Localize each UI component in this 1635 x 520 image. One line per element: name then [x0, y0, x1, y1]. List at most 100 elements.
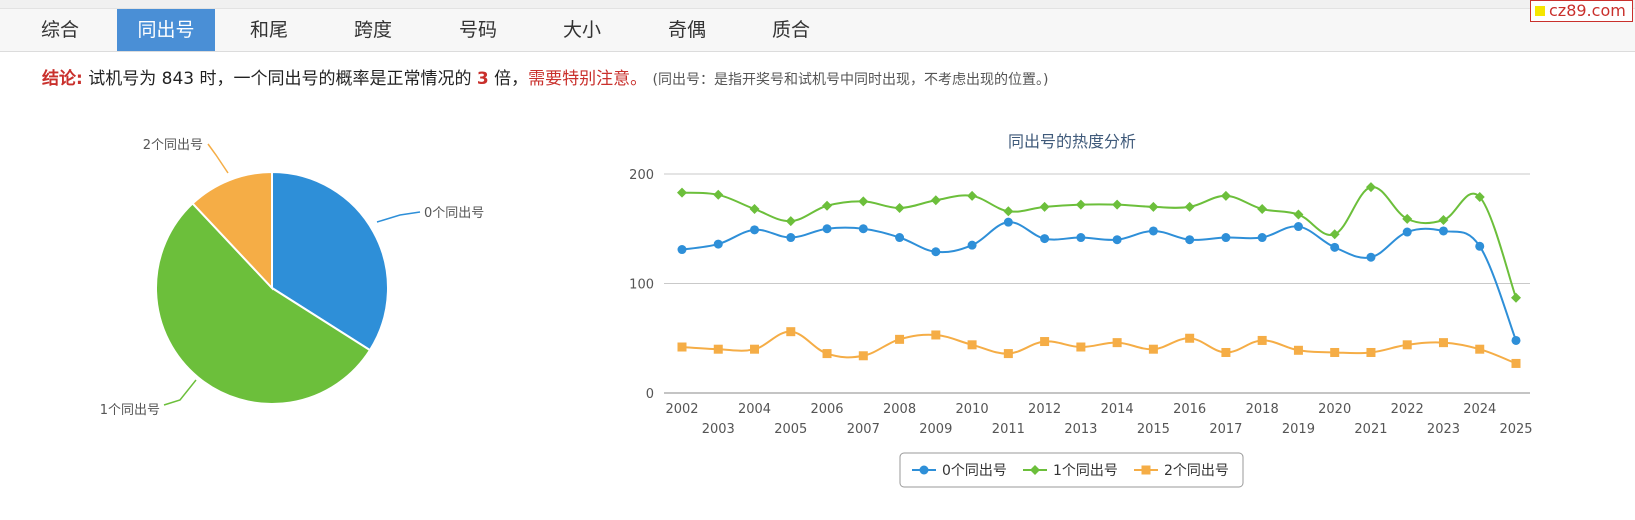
x-tick-label: 2015 [1137, 422, 1170, 437]
data-point-one[interactable] [1257, 204, 1268, 215]
data-point-two[interactable] [677, 342, 687, 352]
data-point-two[interactable] [1257, 335, 1267, 345]
data-point-two[interactable] [931, 330, 941, 340]
data-point-two[interactable] [1475, 344, 1485, 354]
data-point-zero[interactable] [822, 224, 832, 234]
tab-hewei[interactable]: 和尾 [249, 19, 288, 41]
tab-daxiao[interactable]: 大小 [562, 19, 601, 41]
data-point-zero[interactable] [1366, 252, 1376, 262]
x-tick-label: 2021 [1354, 422, 1387, 437]
x-tick-label: 2022 [1391, 402, 1424, 417]
legend-swatch-marker[interactable] [1141, 465, 1151, 475]
data-point-two[interactable] [1438, 338, 1448, 348]
data-point-one[interactable] [1438, 214, 1449, 225]
legend-swatch-marker[interactable] [919, 465, 929, 475]
data-point-zero[interactable] [1003, 217, 1013, 227]
data-point-one[interactable] [822, 200, 833, 211]
data-point-two[interactable] [822, 349, 832, 359]
tab-jiou[interactable]: 奇偶 [667, 19, 706, 41]
data-point-one[interactable] [1075, 199, 1086, 210]
data-point-two[interactable] [750, 344, 760, 354]
data-point-two[interactable] [967, 340, 977, 350]
data-point-one[interactable] [785, 216, 796, 227]
data-point-one[interactable] [1511, 292, 1521, 303]
data-point-zero[interactable] [1330, 242, 1340, 252]
data-point-one[interactable] [1220, 190, 1231, 201]
pie-chart: 0个同出号 1个同出号 2个同出号 [100, 138, 485, 418]
data-point-one[interactable] [749, 204, 760, 215]
x-tick-label: 2006 [810, 402, 843, 417]
data-point-two[interactable] [1112, 338, 1122, 348]
pie-label-one: 1个同出号 [100, 403, 160, 418]
x-tick-label: 2020 [1318, 402, 1351, 417]
x-tick-label: 2007 [847, 422, 880, 437]
pie-slice-two[interactable] [191, 170, 273, 291]
conclusion-label: 结论: [42, 69, 83, 89]
tab-zonghe[interactable]: 综合 [40, 19, 79, 41]
legend-item-zero[interactable]: 0个同出号 [912, 463, 1007, 479]
x-tick-label: 2014 [1101, 402, 1134, 417]
data-point-zero[interactable] [858, 224, 868, 234]
data-point-zero[interactable] [1040, 234, 1050, 244]
data-point-zero[interactable] [786, 233, 796, 243]
data-point-one[interactable] [1293, 209, 1304, 220]
tab-tongchuhao[interactable]: 同出号 [117, 9, 215, 51]
data-point-two[interactable] [1185, 333, 1195, 343]
data-point-two[interactable] [1366, 347, 1376, 357]
data-point-two[interactable] [1148, 344, 1158, 354]
data-point-zero[interactable] [1475, 241, 1485, 251]
data-point-one[interactable] [1112, 199, 1123, 210]
data-point-zero[interactable] [1438, 226, 1448, 236]
data-point-two[interactable] [713, 344, 723, 354]
data-point-two[interactable] [1076, 342, 1086, 352]
data-point-two[interactable] [1040, 337, 1050, 347]
data-point-two[interactable] [1511, 358, 1521, 368]
data-point-zero[interactable] [677, 245, 687, 255]
data-point-two[interactable] [1402, 340, 1412, 350]
data-point-zero[interactable] [750, 225, 760, 235]
data-point-one[interactable] [1329, 229, 1340, 240]
legend-swatch-marker[interactable] [1030, 465, 1040, 475]
data-point-zero[interactable] [1293, 222, 1303, 232]
x-tick-label: 2025 [1499, 422, 1532, 437]
data-point-zero[interactable] [967, 240, 977, 250]
data-point-one[interactable] [677, 187, 687, 198]
data-point-two[interactable] [1293, 345, 1303, 355]
data-point-zero[interactable] [1076, 233, 1086, 243]
data-point-zero[interactable] [1148, 226, 1158, 236]
data-point-zero[interactable] [1112, 235, 1122, 245]
data-point-one[interactable] [1003, 206, 1014, 217]
data-point-zero[interactable] [713, 239, 723, 249]
data-point-one[interactable] [930, 195, 941, 206]
tab-haoma[interactable]: 号码 [458, 19, 497, 41]
data-point-one[interactable] [1365, 182, 1376, 193]
site-logo[interactable]: cz89.com [1530, 0, 1633, 22]
data-point-one[interactable] [1184, 201, 1195, 212]
data-point-one[interactable] [858, 196, 869, 207]
data-point-one[interactable] [1402, 213, 1413, 224]
data-point-zero[interactable] [1402, 227, 1412, 237]
data-point-two[interactable] [786, 327, 796, 337]
data-point-two[interactable] [1003, 349, 1013, 359]
data-point-zero[interactable] [1185, 235, 1195, 245]
data-point-one[interactable] [894, 202, 905, 213]
legend-item-one[interactable]: 1个同出号 [1023, 463, 1118, 479]
data-point-one[interactable] [1039, 201, 1050, 212]
data-point-one[interactable] [713, 189, 724, 200]
data-point-two[interactable] [858, 351, 868, 361]
data-point-zero[interactable] [1511, 335, 1521, 345]
tab-kuadu[interactable]: 跨度 [353, 19, 392, 41]
data-point-one[interactable] [1148, 201, 1159, 212]
data-point-two[interactable] [895, 334, 905, 344]
data-point-zero[interactable] [1257, 233, 1267, 243]
data-point-zero[interactable] [895, 233, 905, 243]
data-point-one[interactable] [967, 190, 978, 201]
data-point-zero[interactable] [1221, 233, 1231, 243]
pie-slice-one[interactable] [155, 202, 372, 406]
data-point-zero[interactable] [931, 247, 941, 257]
data-point-one[interactable] [1474, 191, 1485, 202]
tab-zhihe[interactable]: 质合 [771, 19, 810, 41]
legend-item-two[interactable]: 2个同出号 [1134, 463, 1229, 479]
data-point-two[interactable] [1330, 347, 1340, 357]
data-point-two[interactable] [1221, 347, 1231, 357]
